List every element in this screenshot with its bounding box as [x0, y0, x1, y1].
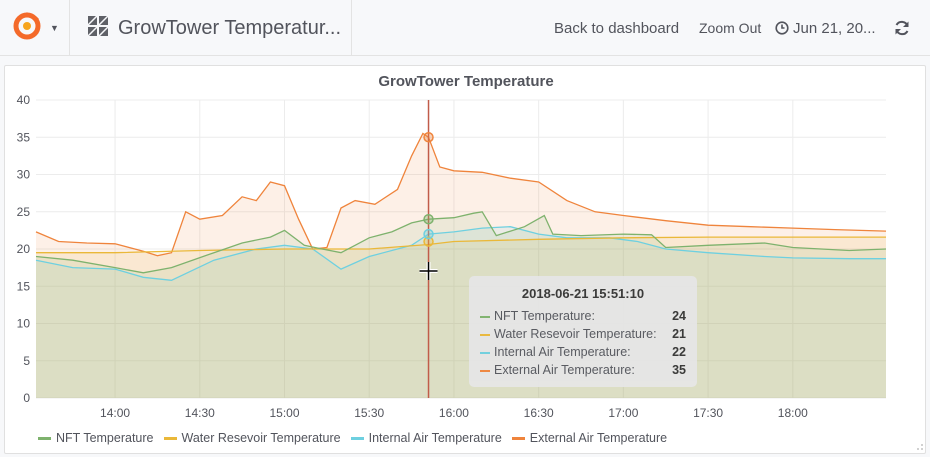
tooltip-swatch	[480, 334, 490, 336]
panel-title[interactable]: GrowTower Temperature	[378, 73, 554, 90]
time-range-picker[interactable]: Jun 21, 20...	[775, 0, 876, 56]
legend-label: Water Resevoir Temperature	[181, 431, 341, 445]
hover-point-nft	[423, 213, 434, 225]
tooltip-value: 21	[672, 327, 686, 341]
tooltip-label: Internal Air Temperature:	[494, 345, 631, 359]
dashboard-title: GrowTower Temperatur...	[118, 16, 342, 39]
tooltip-row-nft: NFT Temperature: 24	[480, 308, 686, 326]
tooltip-swatch	[480, 316, 490, 318]
legend-swatch	[38, 436, 51, 440]
graph-panel: GrowTower Temperature	[4, 65, 926, 454]
mouse-cursor-icon	[419, 262, 438, 280]
x-tick-label: 16:00	[439, 406, 469, 420]
series-line-water	[36, 236, 886, 254]
time-range-label: Jun 21, 20...	[793, 19, 876, 37]
x-tick-label: 15:00	[269, 406, 299, 420]
x-tick-label: 15:30	[354, 406, 384, 420]
legend-label: NFT Temperature	[56, 431, 154, 445]
tooltip-row-water: Water Resevoir Temperature: 21	[480, 326, 686, 344]
legend-item-nft[interactable]: NFT Temperature	[38, 429, 154, 447]
dashboard-title-button[interactable]: GrowTower Temperatur...	[70, 0, 352, 56]
y-tick-label: 10	[17, 317, 31, 331]
legend-item-external[interactable]: External Air Temperature	[511, 429, 668, 447]
hover-point-internal	[423, 228, 434, 240]
y-tick-label: 20	[17, 242, 31, 256]
x-tick-label: 18:00	[778, 406, 808, 420]
legend-item-water[interactable]: Water Resevoir Temperature	[163, 429, 341, 447]
legend-swatch	[350, 436, 364, 440]
y-tick-label: 25	[17, 205, 31, 219]
panel-resize-handle-icon	[921, 448, 923, 450]
tooltip-value: 22	[672, 345, 686, 359]
x-tick-label: 17:00	[608, 406, 638, 420]
y-tick-label: 40	[17, 93, 31, 107]
refresh-icon	[895, 20, 909, 36]
legend-label: External Air Temperature	[529, 431, 668, 445]
series-line-external	[35, 132, 887, 257]
tooltip-row-external: External Air Temperature: 35	[480, 362, 686, 380]
top-navbar: ▼ GrowTower Temperatur... Back to dashbo…	[0, 0, 930, 56]
y-tick-label: 30	[17, 168, 31, 182]
x-tick-label: 17:30	[693, 406, 723, 420]
tooltip-swatch	[480, 370, 490, 372]
back-to-dashboard-link[interactable]: Back to dashboard	[554, 19, 680, 37]
panel-resize-handle-icon	[921, 444, 923, 446]
tooltip-label: Water Resevoir Temperature:	[494, 327, 657, 341]
y-tick-label: 0	[23, 391, 30, 405]
x-tick-label: 14:30	[185, 406, 215, 420]
graph-tooltip: 2018-06-21 15:51:10 NFT Temperature: 24 …	[469, 276, 697, 387]
refresh-button[interactable]	[893, 0, 911, 56]
hover-point-external	[423, 132, 434, 143]
clock-icon	[775, 21, 789, 35]
caret-down-icon: ▼	[50, 23, 59, 33]
tooltip-swatch	[480, 352, 490, 354]
grafana-menu-button[interactable]: ▼	[0, 0, 70, 56]
tooltip-row-internal: Internal Air Temperature: 22	[480, 344, 686, 362]
x-tick-label: 16:30	[524, 406, 554, 420]
y-tick-label: 35	[17, 130, 31, 144]
panel-resize-handle-icon	[917, 448, 919, 450]
series-line-internal	[35, 226, 886, 281]
y-tick-label: 15	[17, 279, 31, 293]
y-tick-label: 5	[23, 354, 30, 368]
legend-label: Internal Air Temperature	[368, 431, 502, 445]
zoom-out-button[interactable]: Zoom Out	[699, 20, 762, 36]
tooltip-value: 24	[672, 309, 686, 323]
legend-item-internal[interactable]: Internal Air Temperature	[350, 429, 502, 447]
tooltip-value: 35	[672, 363, 686, 377]
tooltip-label: NFT Temperature:	[494, 309, 595, 323]
x-tick-label: 14:00	[100, 406, 130, 420]
tooltip-time: 2018-06-21 15:51:10	[521, 286, 645, 301]
legend-swatch	[511, 436, 525, 440]
graph-legend: NFT Temperature Water Resevoir Temperatu…	[38, 429, 677, 447]
grafana-logo-icon	[12, 11, 42, 46]
dashboard-grid-icon	[87, 14, 109, 41]
legend-swatch	[163, 436, 177, 440]
tooltip-label: External Air Temperature:	[494, 363, 635, 377]
hover-point-water	[423, 236, 434, 247]
